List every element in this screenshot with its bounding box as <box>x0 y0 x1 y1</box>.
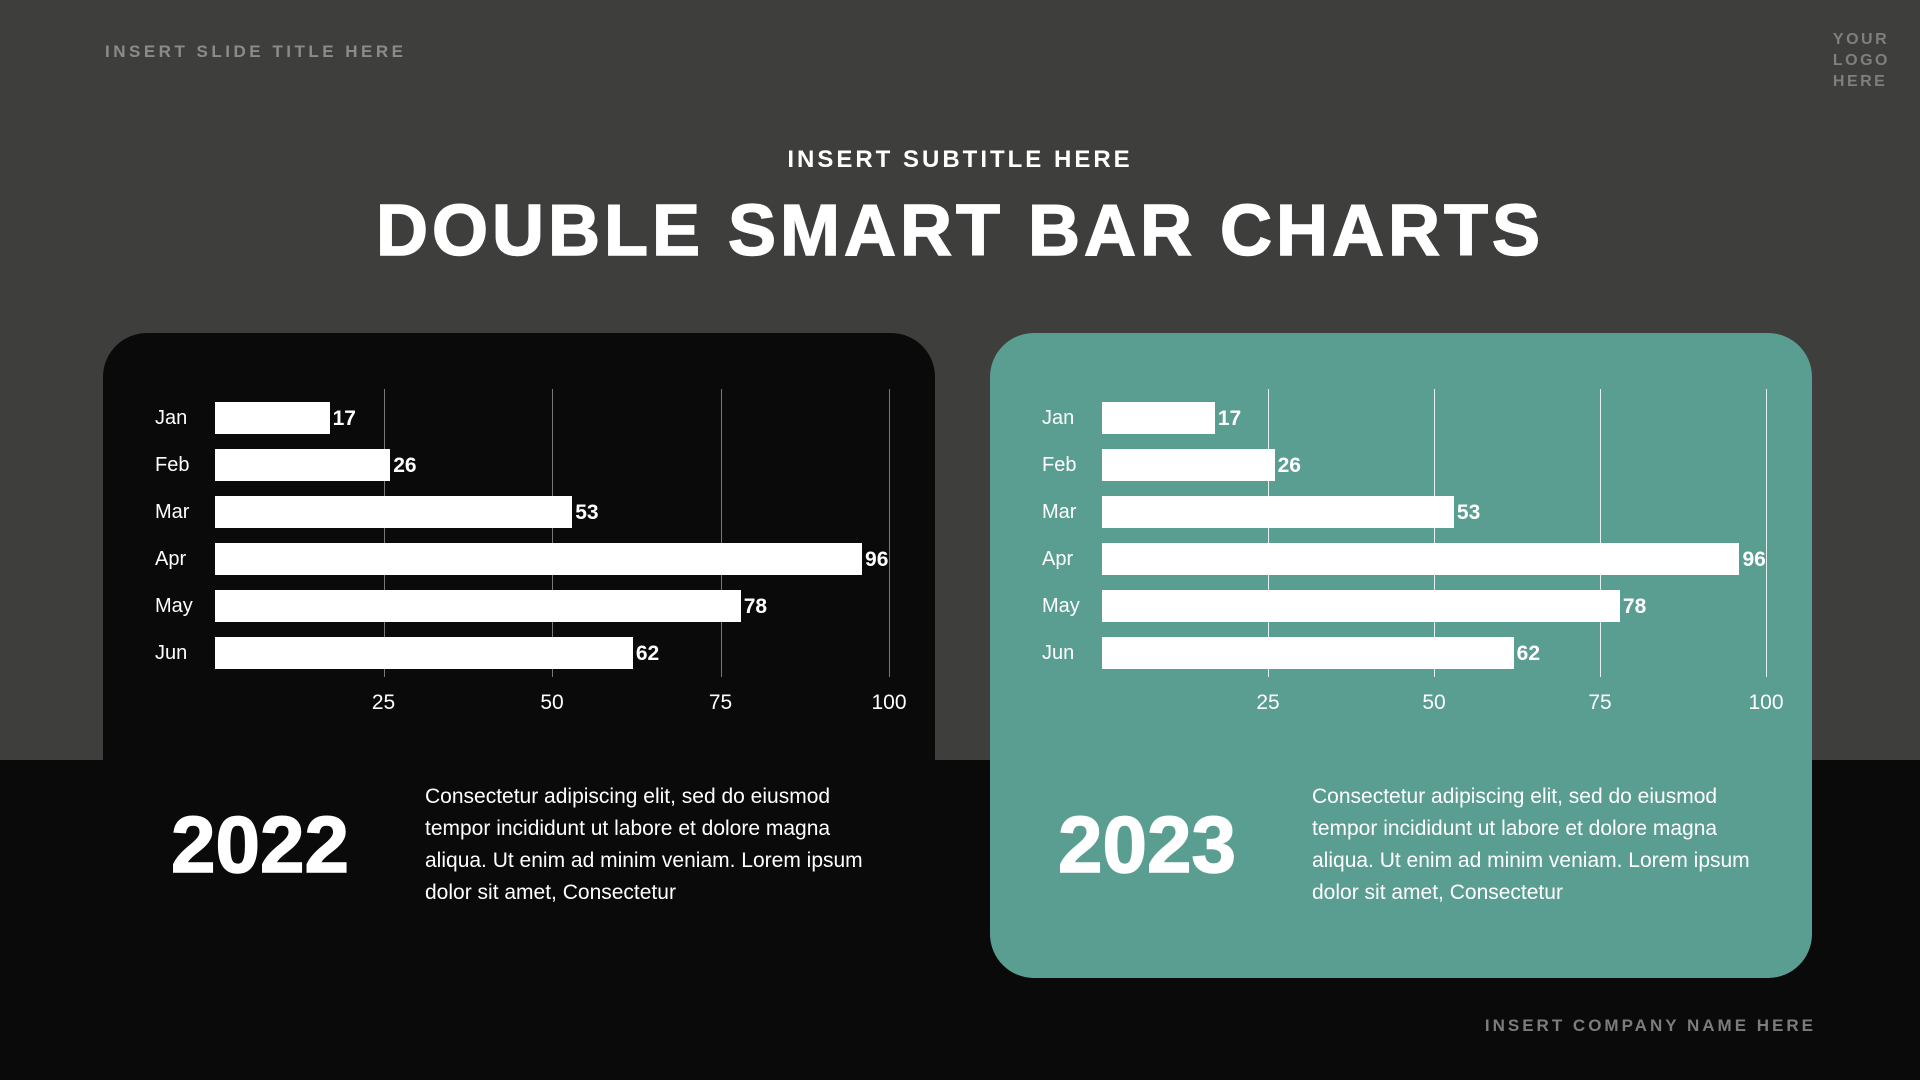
bar-row: 17 <box>1102 395 1766 442</box>
bar <box>1102 402 1215 434</box>
card-footer-2023: 2023 Consectetur adipiscing elit, sed do… <box>1057 781 1770 909</box>
slide-title-placeholder: INSERT SLIDE TITLE HERE <box>105 42 407 61</box>
plot-area: 17 26 53 96 78 62 25 50 75 100 <box>1102 389 1784 723</box>
gridline <box>1766 389 1767 677</box>
year-description: Consectetur adipiscing elit, sed do eius… <box>425 785 863 904</box>
bar-row: 96 <box>215 536 889 583</box>
bar-value-label: 26 <box>393 453 417 477</box>
bar-chart-2022: Jan Feb Mar Apr May Jun 17 26 53 96 78 62 25 50 75 100 <box>103 333 935 723</box>
x-tick-label: 25 <box>371 691 396 714</box>
bar-row: 78 <box>215 583 889 630</box>
bar-value-label: 62 <box>635 641 660 665</box>
page-title: DOUBLE SMART BAR CHARTS <box>375 190 1544 272</box>
x-tick-label: 100 <box>1748 691 1784 714</box>
category-label: May <box>1042 595 1080 617</box>
bar-row: 78 <box>1102 583 1766 630</box>
category-label: May <box>155 595 193 617</box>
bar-row: 96 <box>1102 536 1766 583</box>
bar-row: 62 <box>1102 630 1766 677</box>
bar-row: 62 <box>215 630 889 677</box>
x-tick-label: 100 <box>871 691 907 714</box>
category-label: Jan <box>155 407 188 429</box>
bar <box>215 590 741 622</box>
bar-value-label: 17 <box>332 406 356 430</box>
company-name-placeholder: INSERT COMPANY NAME HERE <box>1484 1016 1816 1035</box>
bar-value-label: 53 <box>575 500 599 524</box>
bar-row: 53 <box>1102 489 1766 536</box>
category-label: Apr <box>1042 548 1074 570</box>
x-tick-label: 75 <box>708 691 733 714</box>
bar <box>215 637 633 669</box>
category-labels: Jan Feb Mar Apr May Jun <box>155 395 215 723</box>
bar-value-label: 62 <box>1516 641 1541 665</box>
bar <box>215 402 330 434</box>
bar-value-label: 78 <box>1622 594 1647 618</box>
bar-value-label: 17 <box>1217 406 1242 430</box>
category-label: Jun <box>1042 642 1075 664</box>
year-label: 2022 <box>170 799 349 890</box>
bar <box>1102 637 1514 669</box>
chart-card-2023: Jan Feb Mar Apr May Jun 17 26 53 96 78 62 25 50 75 100 … <box>990 333 1812 978</box>
bar <box>1102 496 1454 528</box>
x-axis-ticks: 25 50 75 100 <box>1102 677 1783 723</box>
year-label: 2023 <box>1057 799 1236 890</box>
bar <box>215 543 863 575</box>
bar-chart-2023: Jan Feb Mar Apr May Jun 17 26 53 96 78 62 25 50 75 100 <box>990 333 1812 723</box>
card-footer-2022: 2022 Consectetur adipiscing elit, sed do… <box>170 781 893 909</box>
bar-row: 26 <box>215 442 889 489</box>
bar-row: 17 <box>215 395 889 442</box>
bar-value-label: 96 <box>1742 547 1766 571</box>
x-axis-ticks: 25 50 75 100 <box>215 677 907 723</box>
bar-row: 53 <box>215 489 889 536</box>
bar-row: 26 <box>1102 442 1766 489</box>
bar <box>215 449 391 481</box>
gridline <box>889 389 890 677</box>
category-labels: Jan Feb Mar Apr May Jun <box>1042 395 1102 723</box>
bar <box>1102 590 1620 622</box>
category-label: Feb <box>155 454 190 476</box>
logo-placeholder: YOUR LOGO HERE <box>1832 31 1890 90</box>
bar-value-label: 26 <box>1277 453 1301 477</box>
chart-card-2022: Jan Feb Mar Apr May Jun 17 26 53 96 78 62 25 50 75 100 … <box>103 333 935 993</box>
category-label: Jun <box>155 642 188 664</box>
category-label: Jan <box>1042 407 1075 429</box>
year-description: Consectetur adipiscing elit, sed do eius… <box>1312 785 1750 904</box>
category-label: Mar <box>155 501 190 523</box>
x-tick-label: 50 <box>540 691 564 714</box>
bar <box>215 496 573 528</box>
bar <box>1102 543 1740 575</box>
x-tick-label: 75 <box>1588 691 1612 714</box>
x-tick-label: 25 <box>1256 691 1280 714</box>
bar-value-label: 78 <box>743 594 768 618</box>
category-label: Apr <box>155 548 187 570</box>
bar <box>1102 449 1275 481</box>
subtitle: INSERT SUBTITLE HERE <box>787 146 1133 173</box>
bar-value-label: 96 <box>865 547 889 571</box>
category-label: Feb <box>1042 454 1077 476</box>
bar-value-label: 53 <box>1456 500 1481 524</box>
plot-area: 17 26 53 96 78 62 25 50 75 100 <box>215 389 907 723</box>
category-label: Mar <box>1042 501 1077 523</box>
x-tick-label: 50 <box>1422 691 1446 714</box>
